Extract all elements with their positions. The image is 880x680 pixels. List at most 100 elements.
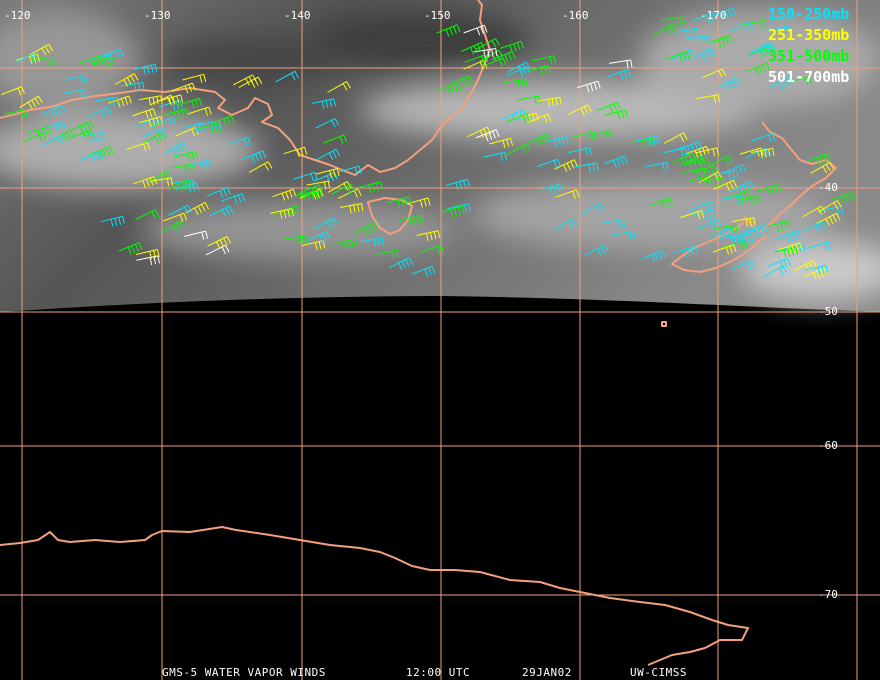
wind-barb [284,235,308,245]
wind-barb [696,94,721,104]
footer-caption: GMS-5 WATER VAPOR WINDS 12:00 UTC 29JAN0… [162,666,687,679]
wind-barb [114,73,139,87]
wind-barb [163,212,188,222]
wind-barb [708,155,733,167]
wind-barb [751,133,776,143]
wind-barb [136,255,160,266]
wind-barb [139,95,163,106]
wind-barb [327,81,351,93]
wind-barb [95,96,119,107]
wind-barb [63,89,87,98]
wind-barb [774,246,798,258]
wind-barb [532,55,556,65]
wind-barb [719,195,743,205]
wind-barb [306,180,331,190]
wind-barb [581,202,605,215]
footer-source: UW-CIMSS [630,666,687,679]
wind-barb [175,182,200,193]
wind-barb [732,217,756,227]
wind-barb [665,51,690,62]
wind-barb [181,122,206,133]
wind-barb [742,19,767,29]
lon-label-170: -170 [700,9,727,22]
legend-251-350: 251-350mb [768,26,849,44]
wind-barb [831,192,856,204]
wind-barb [306,231,331,243]
tasmania-coast [367,197,413,235]
wind-barb [358,181,383,193]
wind-barb [185,201,210,216]
wind-barb [663,147,688,157]
pressure-legend: 150-250mb 251-350mb 351-500mb 501-700mb [768,5,849,86]
wind-barb [807,241,832,251]
wind-barb [770,75,794,90]
wind-barb [680,210,705,220]
wind-barb [135,209,160,220]
wind-barb [205,244,230,256]
wind-barb [159,94,184,106]
legend-351-500: 351-500mb [768,47,849,65]
wind-barb [506,61,531,73]
wind-barb [70,120,95,134]
wind-barb [210,115,235,127]
wind-barb [337,165,362,175]
wind-barb [301,240,326,251]
wind-barb [446,178,470,191]
wind-barb [723,240,748,250]
wind-barb [118,242,143,255]
wind-barb [682,167,707,178]
wind-barb [609,59,633,69]
wind-barb [751,42,776,53]
wind-barb [63,74,88,84]
wind-barb [663,132,688,144]
wind-barb [467,126,492,138]
wind-barb [333,238,358,250]
legend-501-700: 501-700mb [768,68,849,86]
wind-barb [463,24,488,36]
wind-barb [374,249,399,259]
wind-barb [576,80,601,93]
longitude-labels: -120 -130 -140 -150 -160 -170 [4,9,727,22]
wind-barb [750,147,775,159]
wind-barb [767,258,792,269]
wind-barb [702,68,726,79]
water-vapor-imagery [0,0,880,312]
antarctica-coast [0,526,749,666]
lat-label-40: -40 [818,181,838,194]
wind-barb [568,147,592,157]
wind-barb [672,152,697,166]
wind-barb [575,162,599,173]
wind-barb [88,106,112,118]
wind-barb [744,223,768,235]
wind-barb [503,108,527,122]
wind-barbs [1,7,856,280]
wind-barb [197,123,221,134]
wind-barb [238,76,263,88]
wind-barb [680,155,704,169]
wind-barb [132,108,157,119]
wind-barb [555,189,580,199]
lon-label-120: -120 [4,9,31,22]
wind-barb [710,226,734,240]
wind-barb [270,208,294,219]
wind-barb [642,250,667,263]
wind-barb [677,141,702,154]
wind-barb [729,233,754,244]
wind-barb [163,142,188,156]
wind-barb [504,78,528,89]
wind-barb [479,49,504,62]
wind-barb [695,147,719,157]
wind-barb [719,234,744,244]
wind-barb [42,121,67,132]
lat-label-60: -60 [818,439,838,452]
wind-barb [313,172,338,183]
wind-barb [449,75,473,87]
wind-barb [540,182,565,195]
wind-barb [135,249,160,259]
wind-barb [1,86,25,96]
wind-barb [168,204,193,216]
wind-barb [567,104,592,116]
wind-barb [538,96,562,107]
wind-barb [164,108,189,120]
